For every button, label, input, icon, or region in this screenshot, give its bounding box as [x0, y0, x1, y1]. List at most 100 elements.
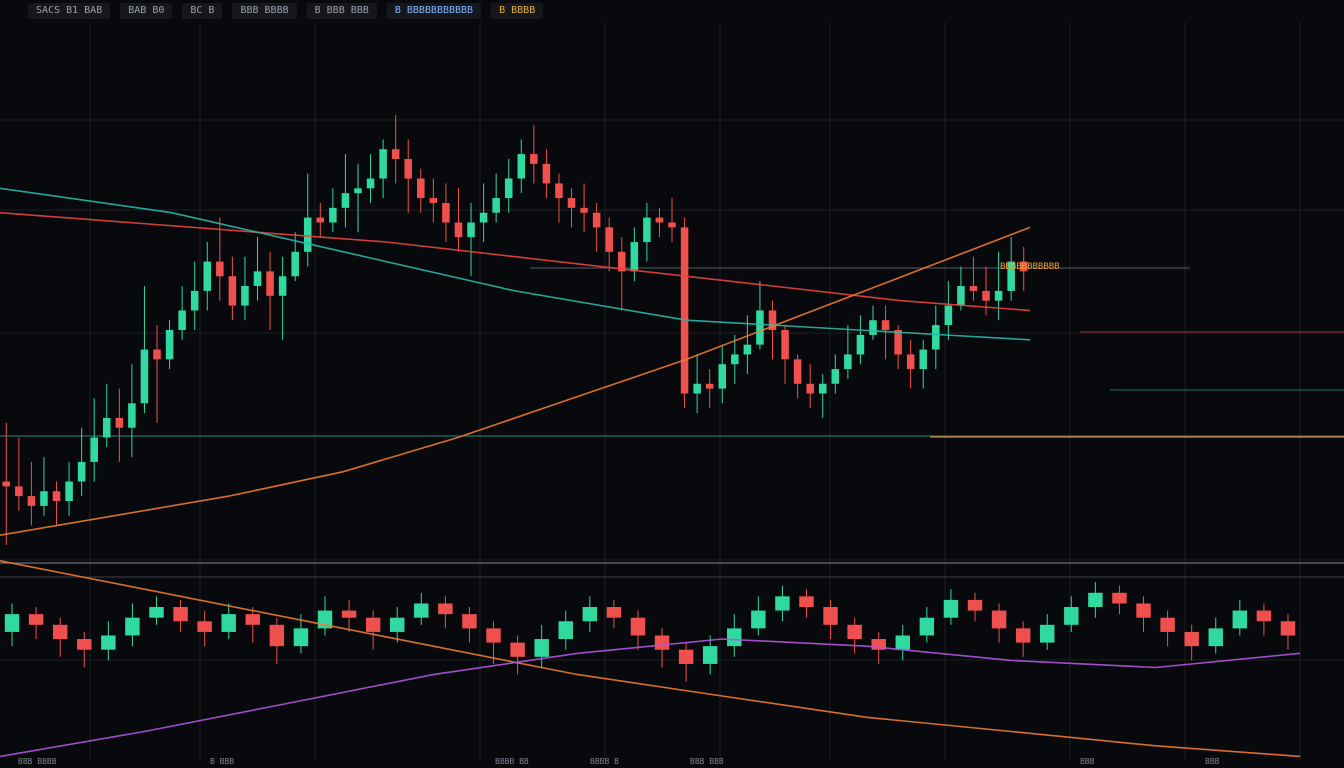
candle-body: [414, 603, 429, 618]
candle-body: [678, 649, 694, 664]
candle-body: [1208, 628, 1223, 647]
indicator-line: [0, 211, 1031, 312]
candle-body: [28, 614, 44, 625]
candle-body: [103, 417, 111, 438]
candle-body: [680, 227, 689, 394]
candle-body: [618, 251, 626, 272]
candle-body: [881, 320, 890, 330]
time-axis: BBB BBBB B BBB BBBB BB BBBB B BBB BBB BB…: [0, 754, 1344, 768]
candle-body: [856, 334, 865, 355]
candle-body: [1112, 592, 1127, 604]
candle-body: [316, 217, 325, 223]
candle-body: [831, 369, 840, 384]
candle-body: [454, 222, 463, 238]
candle-body: [197, 621, 212, 632]
price-level-label: BBBBBBBBBBB: [1000, 262, 1060, 272]
time-axis-label: BBB BBBB: [18, 757, 57, 766]
candle-body: [2, 481, 11, 487]
candle-body: [630, 617, 646, 636]
candle-body: [479, 212, 488, 223]
candle-body: [1232, 610, 1248, 629]
toolbar-item-5[interactable]: B BBB BBB: [306, 3, 377, 19]
chart-grid: [0, 22, 1344, 760]
candle-body: [404, 158, 412, 179]
candle-body: [693, 383, 701, 394]
candle-body: [221, 614, 236, 632]
candle-body: [52, 624, 68, 640]
candle-body: [756, 310, 764, 345]
candle-body: [293, 628, 309, 647]
candle-body: [534, 639, 549, 657]
candle-body: [654, 635, 670, 650]
candle-body: [718, 364, 727, 389]
indicator-line: [0, 638, 1301, 758]
candle-body: [655, 217, 664, 223]
toolbar-item-1[interactable]: SACS B1 BAB: [28, 3, 111, 19]
candle-body: [606, 607, 622, 618]
candle-body: [823, 607, 838, 625]
candle-body: [190, 290, 199, 311]
candle-body: [486, 628, 501, 643]
candle-body: [967, 599, 983, 611]
candle-body: [1088, 592, 1103, 608]
toolbar-item-7[interactable]: B BBBB: [491, 3, 544, 19]
candle-body: [329, 207, 337, 223]
candle-body: [303, 217, 312, 252]
candle-body: [743, 344, 752, 355]
candle-body: [269, 624, 285, 647]
candle-body: [932, 325, 940, 350]
candle-body: [605, 227, 613, 252]
candle-body: [727, 628, 742, 647]
candle-body: [165, 330, 174, 360]
candle-body: [27, 496, 36, 506]
candle-body: [379, 149, 387, 179]
candle-body: [705, 383, 714, 389]
time-axis-label: BBB: [1080, 757, 1095, 766]
candle-body: [799, 596, 814, 608]
candle-body: [558, 621, 573, 640]
toolbar-item-2[interactable]: BAB B0: [120, 3, 173, 19]
candle-body: [1280, 621, 1296, 636]
candle-body: [555, 183, 563, 199]
candle-body: [366, 178, 375, 189]
toolbar-item-6[interactable]: B BBBBBBBBBBB: [386, 3, 482, 19]
candle-body: [818, 383, 827, 394]
time-axis-label: BBB BBB: [690, 757, 724, 766]
candle-body: [1015, 628, 1031, 643]
candle-body: [582, 607, 598, 622]
candle-body: [847, 624, 862, 640]
candle-body: [1007, 261, 1015, 291]
candle-body: [982, 290, 990, 301]
candle-body: [438, 603, 453, 615]
candle-body: [203, 261, 212, 291]
candle-body: [668, 222, 676, 228]
candle-body: [391, 149, 400, 159]
candle-body: [390, 617, 405, 632]
candle-body: [894, 330, 902, 355]
candle-body: [467, 222, 475, 238]
toolbar-item-3[interactable]: BC B: [182, 3, 223, 19]
candle-body: [775, 596, 790, 611]
candle-body: [241, 286, 249, 306]
toolbar-item-4[interactable]: BBB BBBB: [232, 3, 297, 19]
candle-body: [4, 614, 20, 632]
candle-body: [149, 607, 164, 618]
indicator-line: [0, 560, 1301, 758]
candle-body: [101, 635, 116, 650]
candle-body: [354, 188, 362, 194]
time-axis-label: BBB: [1205, 757, 1220, 766]
candle-body: [919, 617, 935, 636]
candle-body: [1019, 261, 1028, 272]
candle-body: [592, 212, 601, 228]
candle-body: [731, 354, 739, 365]
candle-body: [806, 383, 814, 394]
candle-body: [1160, 617, 1175, 632]
candle-body: [52, 491, 61, 502]
candle-body: [15, 486, 23, 497]
candle-body: [781, 330, 789, 360]
candle-body: [567, 198, 576, 208]
candle-body: [1064, 607, 1079, 625]
candle-body: [504, 178, 513, 199]
candle-body: [492, 198, 500, 213]
